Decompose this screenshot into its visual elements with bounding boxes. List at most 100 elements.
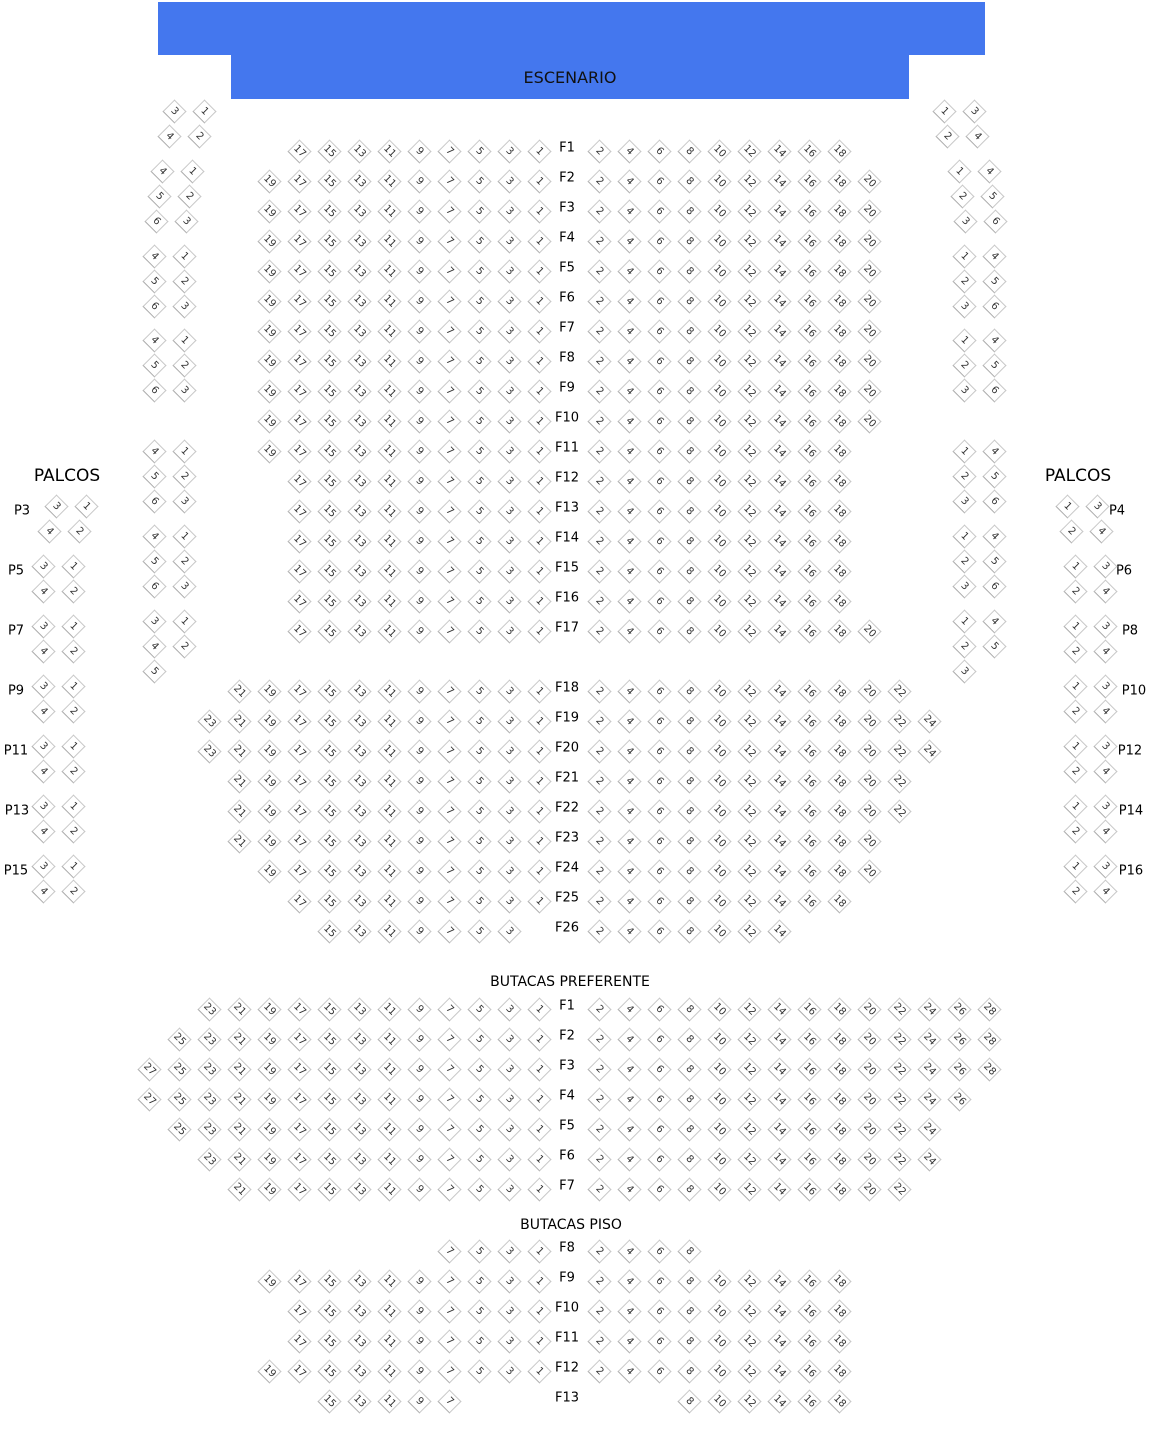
seat-11[interactable]: 11 [377, 619, 402, 644]
seat-3[interactable]: 3 [952, 294, 977, 319]
seat-2[interactable]: 2 [61, 639, 86, 664]
seat-15[interactable]: 15 [317, 379, 342, 404]
seat-23[interactable]: 23 [197, 1117, 222, 1142]
seat-5[interactable]: 5 [467, 379, 492, 404]
seat-16[interactable]: 16 [797, 439, 822, 464]
seat-2[interactable]: 2 [587, 439, 612, 464]
seat-10[interactable]: 10 [707, 1027, 732, 1052]
seat-2[interactable]: 2 [587, 559, 612, 584]
seat-1[interactable]: 1 [61, 794, 86, 819]
seat-4[interactable]: 4 [617, 409, 642, 434]
seat-15[interactable]: 15 [317, 439, 342, 464]
seat-1[interactable]: 1 [527, 1239, 552, 1264]
seat-7[interactable]: 7 [437, 1239, 462, 1264]
seat-26[interactable]: 26 [947, 1057, 972, 1082]
seat-2[interactable]: 2 [587, 379, 612, 404]
seat-17[interactable]: 17 [287, 829, 312, 854]
seat-1[interactable]: 1 [527, 799, 552, 824]
seat-15[interactable]: 15 [317, 769, 342, 794]
seat-1[interactable]: 1 [527, 859, 552, 884]
seat-18[interactable]: 18 [827, 1027, 852, 1052]
seat-2[interactable]: 2 [587, 499, 612, 524]
seat-7[interactable]: 7 [437, 769, 462, 794]
seat-24[interactable]: 24 [917, 1057, 942, 1082]
seat-13[interactable]: 13 [347, 1389, 372, 1414]
seat-10[interactable]: 10 [707, 139, 732, 164]
seat-2[interactable]: 2 [587, 997, 612, 1022]
seat-10[interactable]: 10 [707, 1269, 732, 1294]
seat-26[interactable]: 26 [947, 1087, 972, 1112]
seat-4[interactable]: 4 [142, 634, 167, 659]
seat-24[interactable]: 24 [917, 709, 942, 734]
seat-17[interactable]: 17 [287, 439, 312, 464]
seat-3[interactable]: 3 [497, 919, 522, 944]
seat-4[interactable]: 4 [1093, 699, 1118, 724]
seat-9[interactable]: 9 [407, 259, 432, 284]
seat-22[interactable]: 22 [887, 1057, 912, 1082]
seat-18[interactable]: 18 [827, 379, 852, 404]
seat-5[interactable]: 5 [467, 997, 492, 1022]
seat-18[interactable]: 18 [827, 469, 852, 494]
seat-9[interactable]: 9 [407, 139, 432, 164]
seat-14[interactable]: 14 [767, 1299, 792, 1324]
seat-8[interactable]: 8 [677, 679, 702, 704]
seat-15[interactable]: 15 [317, 859, 342, 884]
seat-9[interactable]: 9 [407, 1087, 432, 1112]
seat-26[interactable]: 26 [947, 1027, 972, 1052]
seat-2[interactable]: 2 [587, 859, 612, 884]
seat-18[interactable]: 18 [827, 499, 852, 524]
seat-2[interactable]: 2 [952, 464, 977, 489]
seat-3[interactable]: 3 [31, 734, 56, 759]
seat-2[interactable]: 2 [587, 1177, 612, 1202]
seat-15[interactable]: 15 [317, 1087, 342, 1112]
seat-1[interactable]: 1 [527, 379, 552, 404]
seat-18[interactable]: 18 [827, 769, 852, 794]
seat-14[interactable]: 14 [767, 859, 792, 884]
seat-11[interactable]: 11 [377, 349, 402, 374]
seat-18[interactable]: 18 [827, 259, 852, 284]
seat-3[interactable]: 3 [497, 769, 522, 794]
seat-18[interactable]: 18 [827, 1177, 852, 1202]
seat-13[interactable]: 13 [347, 1299, 372, 1324]
seat-1[interactable]: 1 [952, 328, 977, 353]
seat-16[interactable]: 16 [797, 1177, 822, 1202]
seat-14[interactable]: 14 [767, 1359, 792, 1384]
seat-11[interactable]: 11 [377, 889, 402, 914]
seat-16[interactable]: 16 [797, 529, 822, 554]
seat-5[interactable]: 5 [467, 319, 492, 344]
seat-11[interactable]: 11 [377, 559, 402, 584]
seat-11[interactable]: 11 [377, 319, 402, 344]
seat-9[interactable]: 9 [407, 499, 432, 524]
seat-2[interactable]: 2 [587, 769, 612, 794]
seat-8[interactable]: 8 [677, 919, 702, 944]
seat-20[interactable]: 20 [857, 1147, 882, 1172]
seat-3[interactable]: 3 [172, 294, 197, 319]
seat-5[interactable]: 5 [467, 679, 492, 704]
seat-18[interactable]: 18 [827, 529, 852, 554]
seat-14[interactable]: 14 [767, 499, 792, 524]
seat-5[interactable]: 5 [467, 349, 492, 374]
seat-6[interactable]: 6 [647, 1087, 672, 1112]
seat-9[interactable]: 9 [407, 997, 432, 1022]
seat-1[interactable]: 1 [527, 1117, 552, 1142]
seat-16[interactable]: 16 [797, 409, 822, 434]
seat-18[interactable]: 18 [827, 199, 852, 224]
seat-8[interactable]: 8 [677, 469, 702, 494]
seat-14[interactable]: 14 [767, 1147, 792, 1172]
seat-13[interactable]: 13 [347, 889, 372, 914]
seat-11[interactable]: 11 [377, 919, 402, 944]
seat-7[interactable]: 7 [437, 889, 462, 914]
seat-4[interactable]: 4 [1093, 879, 1118, 904]
seat-20[interactable]: 20 [857, 709, 882, 734]
seat-4[interactable]: 4 [977, 159, 1002, 184]
seat-22[interactable]: 22 [887, 1027, 912, 1052]
seat-17[interactable]: 17 [287, 1329, 312, 1354]
seat-2[interactable]: 2 [952, 634, 977, 659]
seat-1[interactable]: 1 [172, 609, 197, 634]
seat-3[interactable]: 3 [497, 799, 522, 824]
seat-4[interactable]: 4 [982, 439, 1007, 464]
seat-4[interactable]: 4 [617, 199, 642, 224]
seat-5[interactable]: 5 [147, 184, 172, 209]
seat-6[interactable]: 6 [647, 379, 672, 404]
seat-4[interactable]: 4 [617, 319, 642, 344]
